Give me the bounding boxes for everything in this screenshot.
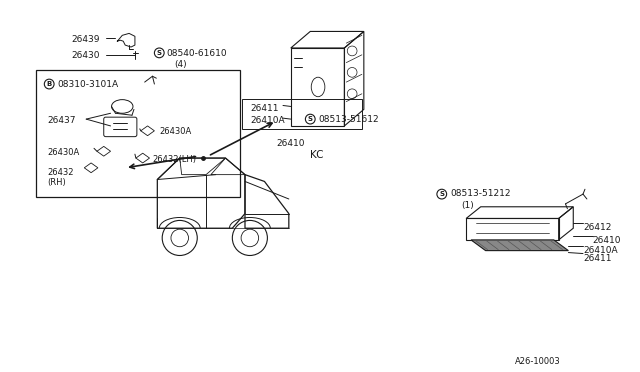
Text: 26430A: 26430A [47,148,79,157]
Text: (4): (4) [174,60,186,69]
Text: 08540-61610: 08540-61610 [166,49,227,58]
Circle shape [305,114,315,124]
Text: 26430A: 26430A [159,127,191,136]
Polygon shape [471,240,568,251]
Circle shape [44,79,54,89]
Text: 08513-51612: 08513-51612 [318,115,379,124]
Text: A26-10003: A26-10003 [515,357,561,366]
Text: S: S [308,116,313,122]
Text: S: S [157,50,162,56]
Text: 26437: 26437 [47,116,76,125]
Text: 26410: 26410 [276,139,305,148]
Bar [36,70,240,197]
Circle shape [437,189,447,199]
Text: 26411: 26411 [250,103,278,112]
Text: 26430: 26430 [72,51,100,60]
Text: 26432(LH): 26432(LH) [152,155,196,164]
Text: 26439: 26439 [72,35,100,44]
Text: 08513-51212: 08513-51212 [451,189,511,198]
Text: KC: KC [310,150,324,160]
Text: (1): (1) [461,201,474,210]
Text: B: B [47,81,52,87]
Text: 26432: 26432 [47,168,74,177]
Text: 26410A: 26410A [583,246,618,255]
Text: S: S [439,191,444,197]
Text: 26412: 26412 [583,223,611,232]
Text: 26410A: 26410A [250,116,285,125]
Text: 08310-3101A: 08310-3101A [57,80,118,89]
Text: 26411: 26411 [583,254,611,263]
Text: 26410: 26410 [593,236,621,245]
Circle shape [154,48,164,58]
Text: (RH): (RH) [47,177,66,186]
